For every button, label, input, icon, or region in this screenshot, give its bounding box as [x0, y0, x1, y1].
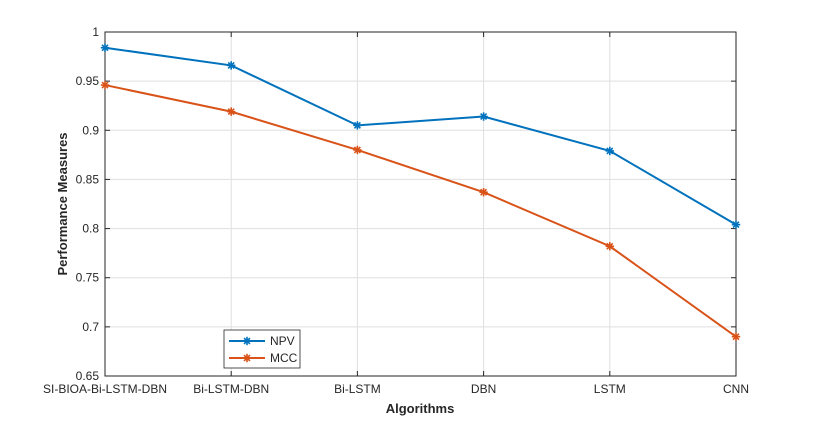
y-axis-title: Performance Measures: [55, 132, 70, 275]
axes: SI-BIOA-Bi-LSTM-DBN Bi-LSTM-DBN Bi-LSTM DBN…: [43, 25, 749, 396]
y-tick-label: 1: [92, 25, 99, 39]
legend-marker-npv: [242, 336, 252, 346]
x-tick-label: LSTM: [594, 382, 626, 396]
data-point-npv: [100, 43, 110, 52]
y-tick-label: 0.9: [82, 123, 99, 137]
x-tick-label: SI-BIOA-Bi-LSTM-DBN: [43, 382, 167, 396]
y-tick-label: 0.75: [76, 271, 100, 285]
x-tick-label: DBN: [471, 382, 496, 396]
y-tick-label: 0.7: [82, 320, 99, 334]
series-line-mcc: [104, 84, 737, 338]
legend-marker-mcc: [242, 353, 252, 363]
y-tick-label: 0.95: [76, 74, 100, 88]
data-point-mcc: [353, 145, 362, 155]
data-point-mcc: [100, 80, 110, 90]
legend-items: NPV MCC: [229, 334, 298, 365]
data-point-npv: [605, 146, 614, 156]
legend-label-npv: NPV: [270, 334, 295, 348]
data-point-npv: [227, 61, 236, 70]
data-point-mcc: [605, 242, 614, 251]
y-tick-label: 0.85: [76, 172, 100, 186]
legend-box: [223, 329, 301, 369]
plot-frame: [104, 31, 737, 377]
series-line-npv: [104, 46, 737, 226]
data-point-npv: [731, 220, 741, 229]
x-tick-label: CNN: [723, 382, 749, 396]
x-axis-title: Algorithms: [386, 401, 455, 416]
data-point-mcc: [479, 188, 488, 197]
y-tick-label: 0.8: [82, 222, 99, 236]
plot-area: [105, 32, 736, 376]
x-tick-label: Bi-LSTM-DBN: [193, 382, 269, 396]
data-point-mcc: [227, 107, 236, 116]
data-point-mcc: [731, 332, 741, 341]
grid: [105, 32, 736, 376]
x-tick-label: Bi-LSTM: [334, 382, 381, 396]
data-point-npv: [479, 112, 488, 121]
series: [100, 43, 741, 341]
legend: NPV MCC: [223, 329, 301, 369]
legend-label-mcc: MCC: [270, 351, 298, 365]
data-point-npv: [353, 121, 362, 130]
y-tick-label: 0.65: [76, 369, 100, 383]
